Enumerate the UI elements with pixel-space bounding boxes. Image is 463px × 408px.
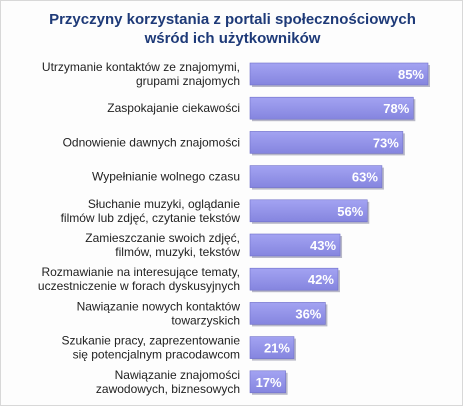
category-label: Utrzymanie kontaktów ze znajomymi, grupam… [42, 60, 240, 88]
category-label: Nawiązanie nowych kontaktów towarzyskich [77, 299, 241, 327]
bar [249, 165, 383, 188]
category-label: Odnowienie dawnych znajomości [63, 135, 240, 149]
category-label-line: Nawiązanie znajomości [115, 368, 240, 382]
category-label-line: się potencjalnym pracodawcom [73, 348, 240, 362]
category-label-line: uczestniczenie w forach dyskusyjnych [38, 279, 240, 293]
bar [249, 302, 326, 325]
value-label: 73% [373, 135, 399, 150]
category-label-line: Słuchanie muzyki, oglądanie [88, 197, 240, 211]
bar [249, 370, 286, 394]
category-label-line: Zamieszczanie swoich zdjęć, [85, 231, 240, 245]
category-label: Rozmawianie na interesujące tematy, uczes… [38, 265, 240, 293]
value-label: 85% [398, 67, 424, 82]
bar [249, 62, 429, 86]
category-label-line: filmów, muzyki, tekstów [115, 245, 240, 259]
bar [249, 131, 404, 154]
category-label-line: grupami znajomych [136, 74, 240, 88]
category-label-line: Nawiązanie nowych kontaktów [77, 299, 241, 313]
bar [249, 233, 341, 257]
category-label: Zamieszczanie swoich zdjęć, filmów, muzyk… [85, 231, 240, 259]
value-label: 21% [264, 341, 290, 356]
category-label: Wypełnianie wolnego czasu [92, 170, 240, 184]
category-label-line: Rozmawianie na interesujące tematy, [41, 265, 240, 279]
value-label: 36% [295, 306, 321, 321]
category-label-line: Szukanie pracy, zaprezentowanie [61, 334, 240, 348]
category-label-line: filmów lub zdjęć, czytanie tekstów [61, 211, 241, 225]
bar [249, 336, 295, 359]
value-label: 63% [352, 170, 378, 185]
chart-title: Przyczyny korzystania z portali społeczn… [1, 10, 463, 48]
bar [249, 96, 414, 120]
value-label: 42% [308, 272, 334, 287]
value-label: 78% [383, 101, 409, 116]
value-label: 56% [337, 204, 363, 219]
category-label: Szukanie pracy, zaprezentowanie się poten… [61, 334, 240, 362]
category-label-line: Zaspokajanie ciekawości [107, 101, 240, 115]
bar [249, 199, 368, 223]
chart-title-line-1: Przyczyny korzystania z portali społeczn… [49, 11, 416, 28]
bar [249, 267, 339, 291]
category-label: Nawiązanie znajomości zawodowych, bizneso… [96, 368, 240, 396]
category-label: Zaspokajanie ciekawości [107, 101, 240, 115]
bars-layer: 85% Utrzymanie kontaktów ze znajomymi, gru… [38, 60, 430, 396]
category-label: Słuchanie muzyki, oglądanie filmów lub zd… [61, 197, 241, 225]
category-label-line: Wypełnianie wolnego czasu [92, 170, 240, 184]
category-label-line: zawodowych, biznesowych [96, 382, 240, 396]
value-label: 43% [310, 238, 336, 253]
value-label: 17% [256, 375, 282, 390]
category-label-line: towarzyskich [171, 313, 240, 327]
category-label-line: Odnowienie dawnych znajomości [63, 135, 240, 149]
category-label-line: Utrzymanie kontaktów ze znajomymi, [42, 60, 240, 74]
chart-title-line-2: wśród ich użytkowników [144, 30, 321, 47]
